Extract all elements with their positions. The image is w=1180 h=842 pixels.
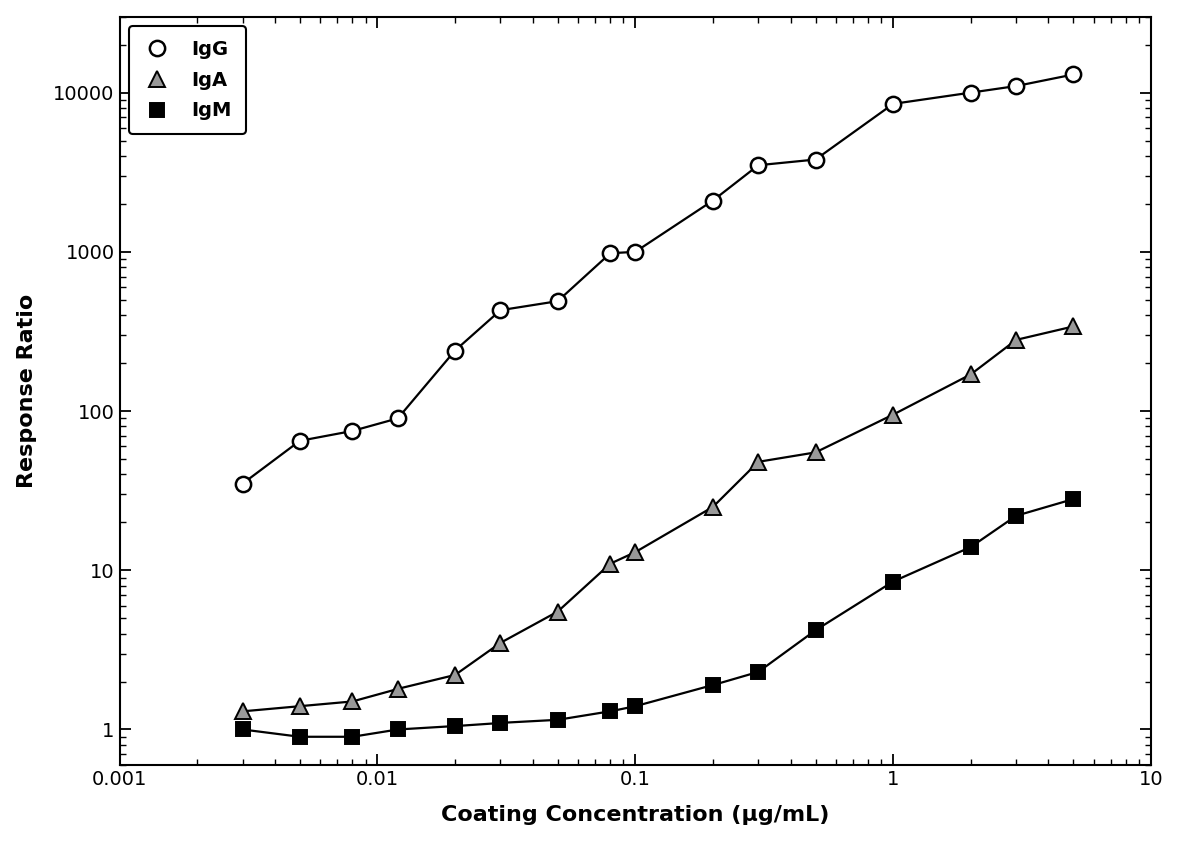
IgG <box>964 88 978 98</box>
IgA <box>964 370 978 380</box>
Line: IgM: IgM <box>236 492 1081 743</box>
X-axis label: Coating Concentration (μg/mL): Coating Concentration (μg/mL) <box>441 805 830 825</box>
IgA <box>391 684 405 694</box>
IgG <box>448 345 463 355</box>
IgG <box>1067 69 1081 79</box>
IgA <box>448 670 463 680</box>
IgA <box>293 701 307 711</box>
IgG <box>628 247 642 257</box>
IgM <box>448 721 463 731</box>
IgA <box>628 547 642 557</box>
IgM <box>391 724 405 734</box>
IgM <box>886 577 900 587</box>
IgG <box>886 99 900 109</box>
IgG <box>603 248 617 258</box>
IgA <box>493 637 507 647</box>
IgG <box>391 413 405 424</box>
IgA <box>603 558 617 568</box>
IgA <box>236 706 250 717</box>
Y-axis label: Response Ratio: Response Ratio <box>17 294 37 488</box>
IgA <box>752 456 766 466</box>
IgG <box>493 305 507 315</box>
IgA <box>1067 322 1081 332</box>
IgM <box>1009 511 1023 521</box>
IgG <box>706 195 720 205</box>
IgM <box>551 715 565 725</box>
IgG <box>236 478 250 488</box>
IgG <box>551 296 565 306</box>
IgM <box>706 680 720 690</box>
IgM <box>493 718 507 728</box>
IgM <box>752 667 766 677</box>
IgG <box>346 426 360 436</box>
IgM <box>964 542 978 552</box>
IgM <box>628 701 642 711</box>
IgG <box>293 436 307 446</box>
IgG <box>808 154 822 164</box>
IgM <box>1067 494 1081 504</box>
IgG <box>1009 81 1023 91</box>
IgM <box>236 724 250 734</box>
IgA <box>886 409 900 419</box>
IgA <box>706 502 720 512</box>
IgM <box>346 732 360 742</box>
Legend: IgG, IgA, IgM: IgG, IgA, IgM <box>130 26 245 134</box>
IgG <box>752 160 766 170</box>
Line: IgA: IgA <box>235 319 1081 719</box>
IgA <box>808 447 822 457</box>
IgM <box>808 626 822 636</box>
IgM <box>293 732 307 742</box>
IgA <box>1009 335 1023 345</box>
Line: IgG: IgG <box>235 67 1081 491</box>
IgA <box>551 606 565 616</box>
IgA <box>346 696 360 706</box>
IgM <box>603 706 617 717</box>
